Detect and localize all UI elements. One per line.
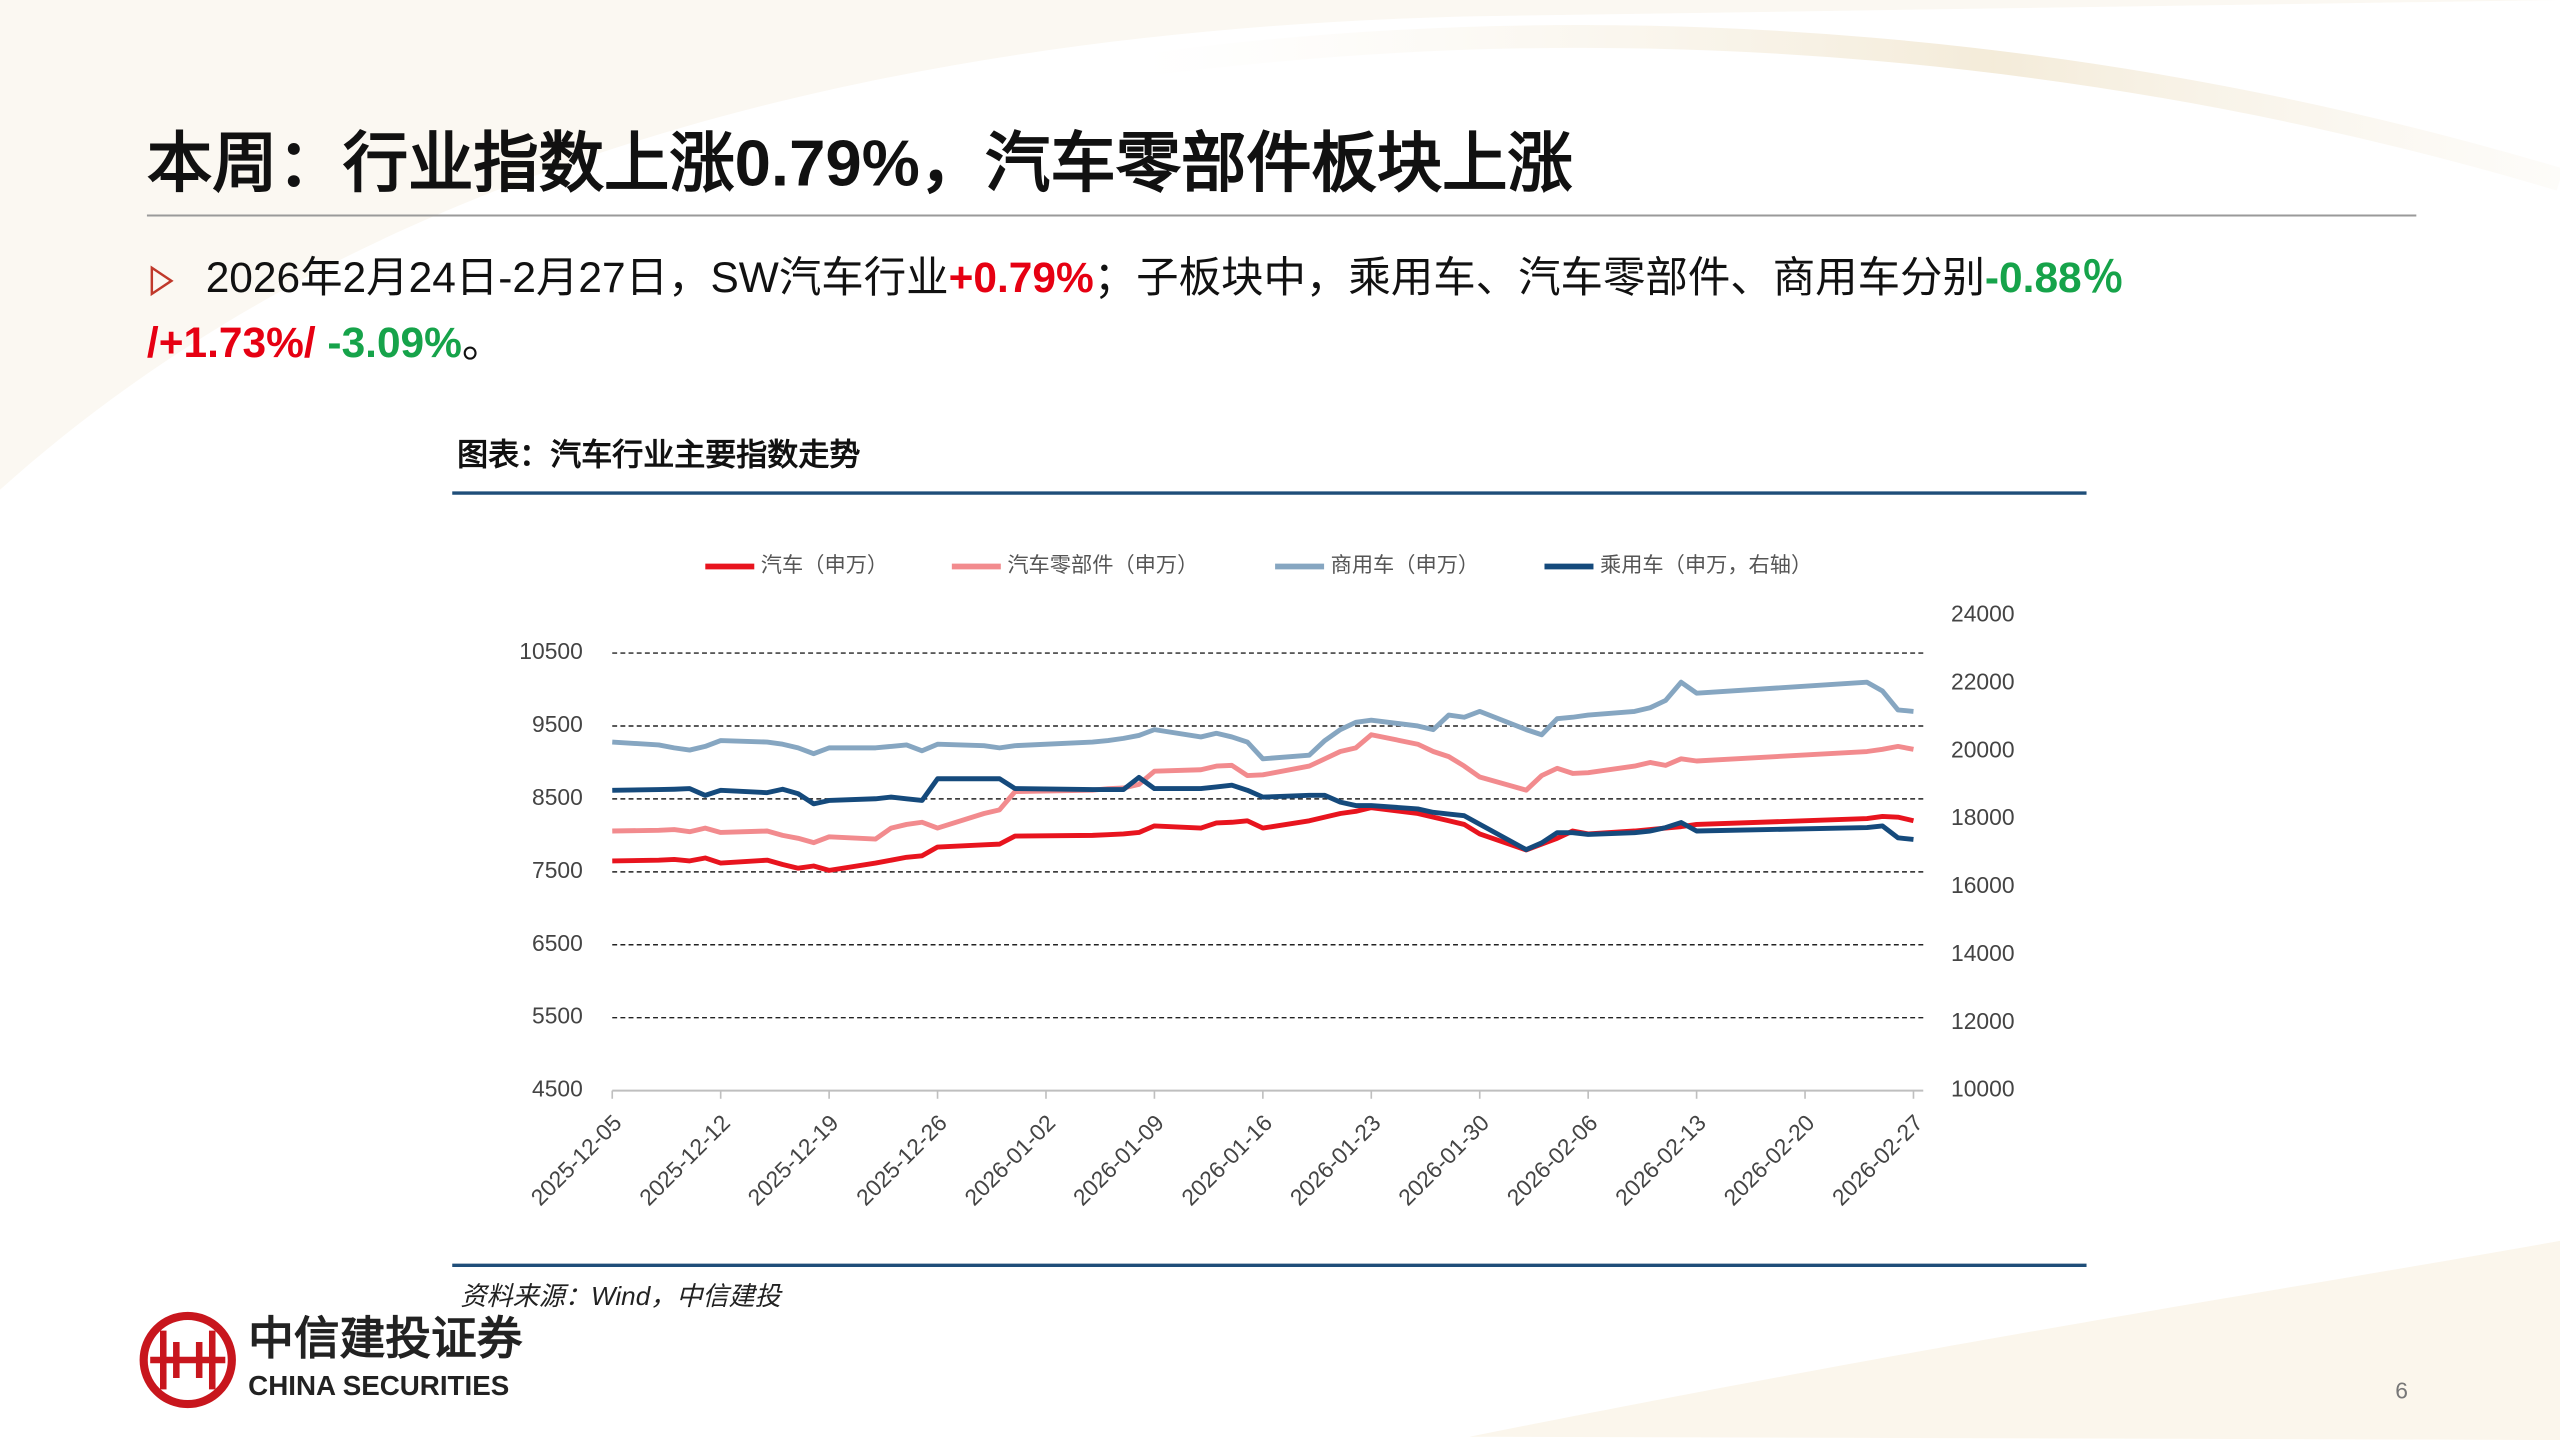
x-tick-label: 2026-01-09 xyxy=(1068,1109,1169,1210)
y-tick-label: 5500 xyxy=(532,1003,583,1029)
y2-tick-label: 24000 xyxy=(1951,601,2015,627)
bullet-icon xyxy=(150,265,174,297)
y2-tick-label: 18000 xyxy=(1951,804,2015,830)
bullet-segment: 。 xyxy=(462,319,504,366)
y2-tick-label: 22000 xyxy=(1951,668,2015,694)
legend-item: 商用车（申万） xyxy=(1275,553,1479,577)
x-tick-label: 2026-01-30 xyxy=(1393,1109,1494,1210)
y2-tick-label: 16000 xyxy=(1951,872,2015,898)
bullet-segment: ；子板块中，乘用车、汽车零部件、商用车分别 xyxy=(1094,254,1985,301)
page-number: 6 xyxy=(2395,1378,2408,1404)
slide-title: 本周：行业指数上涨0.79%，汽车零部件板块上涨 xyxy=(147,126,1573,199)
legend-label: 乘用车（申万，右轴） xyxy=(1600,553,1812,577)
x-tick-label: 2026-02-13 xyxy=(1610,1109,1711,1210)
x-tick-label: 2025-12-12 xyxy=(634,1109,735,1210)
background-swoosh xyxy=(0,0,2560,490)
bullet-segment: 2026年2月24日-2月27日，SW汽车行业 xyxy=(206,254,949,301)
logo-mark xyxy=(150,1330,226,1390)
x-tick-label: 2026-02-06 xyxy=(1501,1109,1602,1210)
x-tick-label: 2025-12-26 xyxy=(851,1109,952,1210)
logo: 中信建投证券 CHINA SECURITIES xyxy=(139,1311,524,1409)
y-tick-label: 4500 xyxy=(532,1076,583,1102)
bullet-segment: -3.09% xyxy=(316,319,462,366)
bullet-segment: /+1.73%/ xyxy=(147,319,316,366)
series-line xyxy=(612,732,1914,846)
x-tick-label: 2026-02-27 xyxy=(1827,1109,1928,1210)
bullet-segment: -0.88％ xyxy=(1985,254,2124,301)
y2-tick-label: 12000 xyxy=(1951,1008,2015,1034)
figure-caption: 图表：汽车行业主要指数走势 xyxy=(457,437,860,472)
chart: 4500 5500 6500 7500 8500 9500 10500 10000 12000 1… xyxy=(519,553,2014,1210)
y2-tick-label: 10000 xyxy=(1951,1076,2015,1102)
x-tick-label: 2025-12-05 xyxy=(526,1109,627,1210)
y-tick-label: 7500 xyxy=(532,857,583,883)
x-tick-label: 2026-01-16 xyxy=(1176,1109,1277,1210)
bullet-segment: +0.79% xyxy=(949,254,1094,301)
legend-item: 乘用车（申万，右轴） xyxy=(1544,553,1812,577)
series-line xyxy=(612,679,1914,762)
legend-label: 汽车零部件（申万） xyxy=(1007,553,1198,577)
y-tick-label: 9500 xyxy=(532,711,583,737)
background-swoosh xyxy=(1469,1240,2560,1440)
source-note: 资料来源：Wind，中信建投 xyxy=(460,1281,782,1311)
x-tick-label: 2026-01-23 xyxy=(1285,1109,1386,1210)
legend-label: 汽车（申万） xyxy=(761,553,888,577)
y2-tick-label: 14000 xyxy=(1951,940,2015,966)
x-tick-label: 2026-01-02 xyxy=(959,1109,1060,1210)
bullet-line: /+1.73%/ -3.09%。 xyxy=(147,319,504,366)
bullet-text: 2026年2月24日-2月27日，SW汽车行业+0.79%；子板块中，乘用车、汽… xyxy=(147,254,2124,366)
logo-mark xyxy=(139,1311,236,1409)
logo-english: CHINA SECURITIES xyxy=(248,1370,509,1401)
y-tick-label: 6500 xyxy=(532,930,583,956)
bullet-line: 2026年2月24日-2月27日，SW汽车行业+0.79%；子板块中，乘用车、汽… xyxy=(206,254,2124,301)
x-tick-label: 2025-12-19 xyxy=(742,1109,843,1210)
legend-item: 汽车（申万） xyxy=(705,553,888,577)
background-swoosh xyxy=(1141,25,2560,191)
legend-label: 商用车（申万） xyxy=(1331,553,1480,577)
y-tick-label: 10500 xyxy=(519,638,583,664)
y2-tick-label: 20000 xyxy=(1951,736,2015,762)
x-tick-label: 2026-02-20 xyxy=(1718,1109,1819,1210)
logo-name: 中信建投证券 xyxy=(248,1313,524,1364)
legend-item: 汽车零部件（申万） xyxy=(951,553,1198,577)
y-tick-label: 8500 xyxy=(532,784,583,810)
series-line xyxy=(612,774,1914,853)
